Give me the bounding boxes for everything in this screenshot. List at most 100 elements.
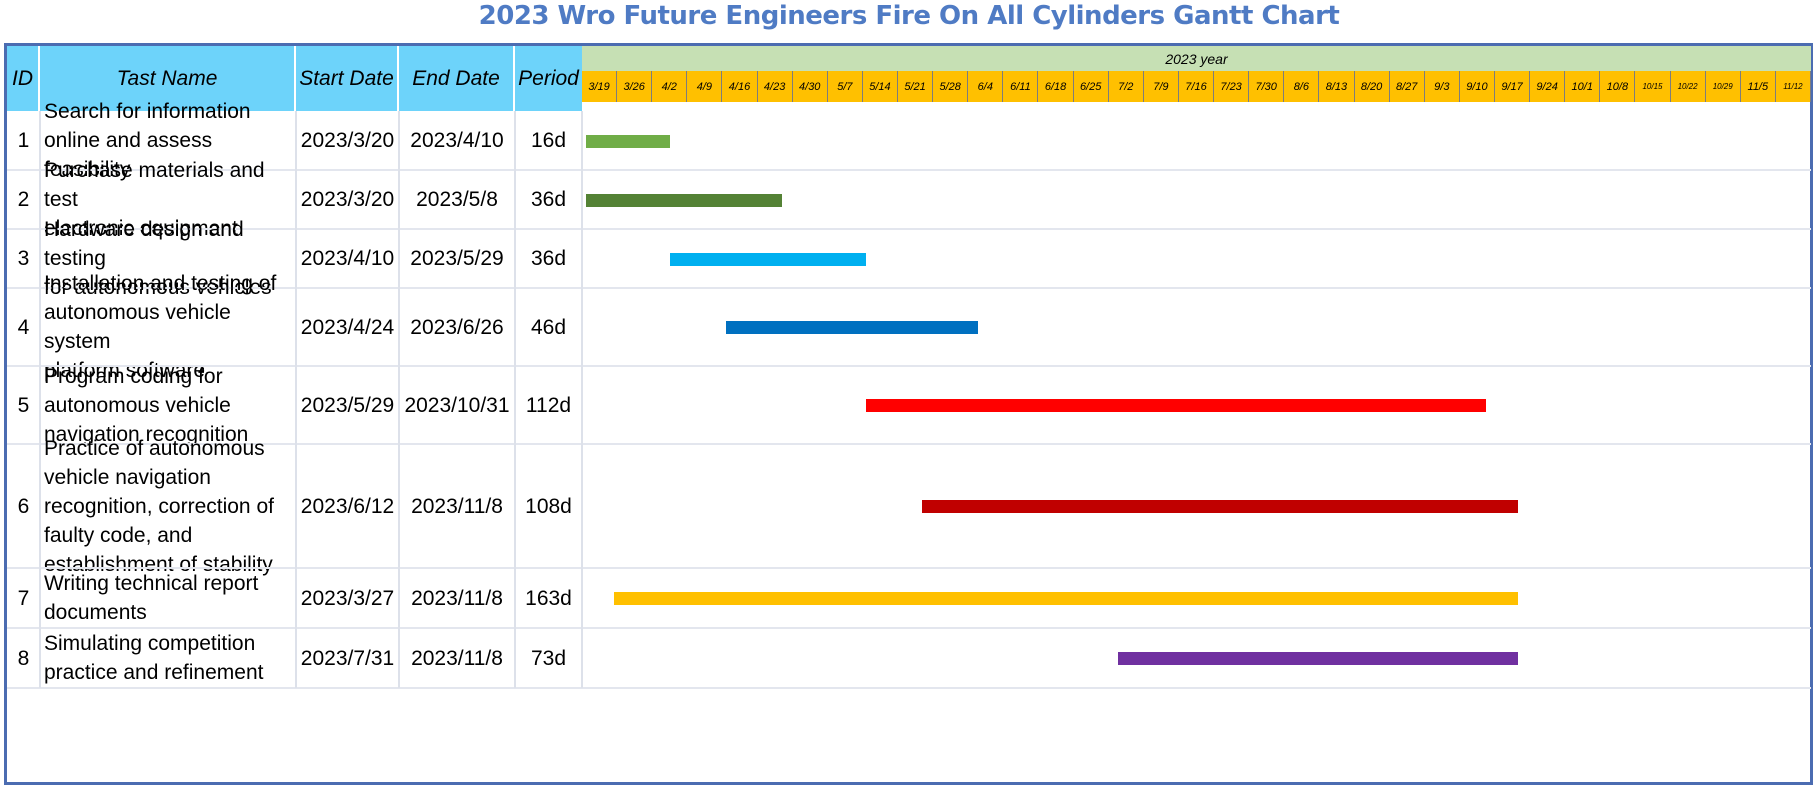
timeline-year-band: 2023 year: [582, 46, 1811, 71]
task-name: Installation and testing of autonomous v…: [44, 272, 277, 382]
row-divider: [7, 443, 1811, 445]
task-end-date: 2023/10/31: [404, 393, 510, 417]
task-bar: [670, 252, 866, 266]
column-divider: [398, 111, 400, 688]
task-id: 6: [17, 494, 30, 518]
task-start-date: 2023/4/24: [300, 315, 395, 339]
task-period: 73d: [530, 646, 567, 670]
week-label: 8/27: [1390, 71, 1425, 102]
week-label: 10/8: [1600, 71, 1636, 102]
task-bar: [866, 399, 1486, 412]
row-divider: [7, 169, 1811, 171]
chart-title: 2023 Wro Future Engineers Fire On All Cy…: [478, 1, 1340, 31]
row-divider: [7, 687, 1811, 689]
task-bar: [586, 134, 670, 148]
week-label: 8/13: [1319, 71, 1355, 102]
task-end-date: 2023/5/8: [416, 188, 498, 211]
task-end-date: 2023/6/26: [410, 315, 504, 339]
task-bar: [922, 500, 1518, 513]
column-divider: [581, 111, 583, 688]
timeline-week-band: 3/19 3/26 4/2 4/9 4/16 4/23 4/30 5/7 5/14 5/21 5/2…: [582, 71, 1811, 102]
header-task-name: Tast Name: [40, 46, 296, 111]
week-label: 5/14: [863, 71, 899, 102]
task-end-date: 2023/11/8: [411, 586, 503, 610]
week-label: 4/30: [793, 71, 828, 102]
task-bar: [726, 321, 978, 334]
task-id: 2: [17, 188, 30, 211]
week-label: 4/16: [722, 71, 758, 102]
week-label: 10/29: [1706, 71, 1741, 102]
week-label: 4/9: [687, 71, 723, 102]
task-start-date: 2023/3/20: [300, 188, 395, 211]
task-name: Practice of autonomous vehicle navigatio…: [44, 436, 274, 576]
header-start-date: Start Date: [296, 46, 399, 111]
week-label: 7/16: [1179, 71, 1215, 102]
week-label: 6/4: [968, 71, 1004, 102]
week-label: 7/2: [1109, 71, 1144, 102]
week-label: 9/3: [1425, 71, 1460, 102]
task-period: 112d: [525, 393, 572, 417]
task-start-date: 2023/5/29: [300, 393, 395, 417]
week-label: 9/17: [1495, 71, 1531, 102]
week-label: 3/26: [617, 71, 653, 102]
task-start-date: 2023/7/31: [300, 646, 395, 670]
task-name: Simulating competition practice and refi…: [44, 632, 264, 684]
task-period: 46d: [530, 315, 567, 339]
gantt-frame: ID Tast Name Start Date End Date Period …: [4, 43, 1813, 785]
week-label: 11/5: [1741, 71, 1776, 102]
week-label: 9/10: [1460, 71, 1495, 102]
task-period: 36d: [530, 247, 567, 270]
task-id: 3: [17, 247, 30, 270]
week-label: 3/19: [582, 71, 618, 102]
task-start-date: 2023/3/27: [300, 586, 395, 610]
week-label: 4/23: [758, 71, 793, 102]
task-id: 1: [17, 129, 30, 152]
week-label: 4/2: [652, 71, 688, 102]
task-start-date: 2023/4/10: [300, 247, 395, 270]
week-label: 8/20: [1355, 71, 1390, 102]
task-bar: [1118, 652, 1518, 665]
task-name: Writing technical report documents: [44, 572, 259, 624]
column-divider: [514, 111, 516, 688]
task-start-date: 2023/3/20: [300, 129, 395, 152]
week-label: 5/28: [933, 71, 969, 102]
week-label: 6/11: [1003, 71, 1039, 102]
task-period: 163d: [525, 586, 572, 610]
week-label: 6/18: [1038, 71, 1074, 102]
week-label: 10/15: [1635, 71, 1671, 102]
task-id: 5: [17, 393, 30, 417]
task-bar: [586, 193, 782, 207]
week-label: 7/23: [1214, 71, 1250, 102]
task-name: Program coding for autonomous vehicle na…: [44, 364, 249, 446]
task-start-date: 2023/6/12: [300, 494, 395, 518]
row-divider: [7, 627, 1811, 629]
task-id: 8: [17, 646, 30, 670]
header-end-date: End Date: [399, 46, 515, 111]
task-id: 4: [17, 315, 30, 339]
task-end-date: 2023/11/8: [411, 494, 503, 518]
task-period: 36d: [530, 188, 567, 211]
task-period: 16d: [530, 129, 567, 152]
week-label: 5/21: [898, 71, 934, 102]
row-divider: [7, 365, 1811, 367]
task-end-date: 2023/11/8: [411, 646, 503, 670]
task-id: 7: [17, 586, 30, 610]
week-label: 7/9: [1144, 71, 1179, 102]
task-bar: [614, 592, 1518, 605]
week-label: 11/12: [1776, 71, 1811, 102]
header-period: Period: [515, 46, 582, 111]
column-divider: [295, 111, 297, 688]
task-end-date: 2023/4/10: [410, 129, 504, 152]
week-label: 10/1: [1565, 71, 1601, 102]
row-divider: [7, 567, 1811, 569]
row-divider: [7, 228, 1811, 230]
header-id: ID: [7, 46, 40, 111]
week-label: 7/30: [1249, 71, 1285, 102]
week-label: 6/25: [1074, 71, 1109, 102]
row-divider: [7, 287, 1811, 289]
week-label: 10/22: [1671, 71, 1706, 102]
week-label: 5/7: [828, 71, 863, 102]
task-end-date: 2023/5/29: [410, 247, 504, 270]
task-period: 108d: [525, 494, 572, 518]
week-label: 8/6: [1284, 71, 1320, 102]
